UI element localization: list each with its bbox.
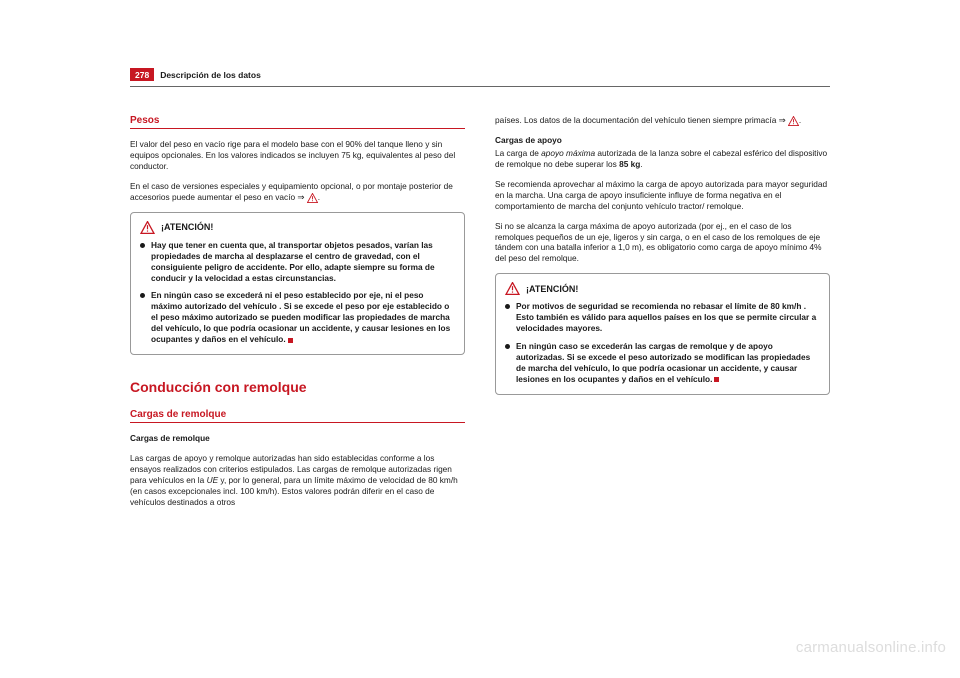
bullet-icon	[505, 344, 510, 349]
bullet-icon	[505, 304, 510, 309]
warning-header: ¡ATENCIÓN!	[140, 221, 455, 234]
body-text: países. Los datos de la documentación de…	[495, 115, 830, 126]
watermark: carmanualsonline.info	[796, 639, 946, 656]
heading-rule	[130, 128, 465, 129]
warning-text: Por motivos de seguridad se recomienda n…	[516, 301, 820, 334]
text-run: .	[640, 159, 642, 169]
text-run: En ningún caso se excederán las cargas d…	[516, 341, 810, 384]
warning-box: ¡ATENCIÓN! Por motivos de seguridad se r…	[495, 273, 830, 395]
body-text: En el caso de versiones especiales y equ…	[130, 181, 465, 203]
warning-bullet: Por motivos de seguridad se recomienda n…	[505, 301, 820, 334]
warning-triangle-icon	[307, 193, 318, 203]
heading-pesos: Pesos	[130, 115, 465, 126]
text-bold: 85 kg	[619, 159, 640, 169]
heading-conduccion: Conducción con remolque	[130, 379, 465, 395]
body-text: Se recomienda aprovechar al máximo la ca…	[495, 179, 830, 212]
warning-bullet: En ningún caso se excederá ni el peso es…	[140, 290, 455, 345]
heading-cargas-remolque: Cargas de remolque	[130, 409, 465, 420]
right-column: países. Los datos de la documentación de…	[495, 115, 830, 517]
bullet-icon	[140, 293, 145, 298]
content-columns: Pesos El valor del peso en vacío rige pa…	[130, 115, 830, 517]
body-text: Si no se alcanza la carga máxima de apoy…	[495, 221, 830, 265]
body-text: Las cargas de apoyo y remolque autorizad…	[130, 453, 465, 508]
header-rule	[130, 86, 830, 87]
warning-triangle-icon	[140, 221, 155, 234]
end-square-icon	[714, 377, 719, 382]
left-column: Pesos El valor del peso en vacío rige pa…	[130, 115, 465, 517]
warning-title: ¡ATENCIÓN!	[526, 284, 578, 294]
warning-title: ¡ATENCIÓN!	[161, 222, 213, 232]
bullet-icon	[140, 243, 145, 248]
warning-text: Hay que tener en cuenta que, al transpor…	[151, 240, 455, 284]
page-header: 278 Descripción de los datos	[130, 68, 830, 81]
subheading-bold: Cargas de apoyo	[495, 135, 830, 146]
warning-header: ¡ATENCIÓN!	[505, 282, 820, 295]
manual-page: 278 Descripción de los datos Pesos El va…	[130, 68, 830, 517]
warning-bullet: Hay que tener en cuenta que, al transpor…	[140, 240, 455, 284]
body-text: La carga de apoyo máxima autorizada de l…	[495, 148, 830, 170]
text-italic: apoyo máxima	[541, 148, 595, 158]
text-run: La carga de	[495, 148, 541, 158]
page-number-badge: 278	[130, 68, 154, 81]
text-run: En ningún caso se excederá ni el peso es…	[151, 290, 450, 344]
body-text: El valor del peso en vacío rige para el …	[130, 139, 465, 172]
warning-text: En ningún caso se excederá ni el peso es…	[151, 290, 455, 345]
heading-rule	[130, 422, 465, 423]
text-run: .	[318, 192, 320, 202]
warning-triangle-icon	[505, 282, 520, 295]
warning-box: ¡ATENCIÓN! Hay que tener en cuenta que, …	[130, 212, 465, 355]
warning-text: En ningún caso se excederán las cargas d…	[516, 341, 820, 385]
end-square-icon	[288, 338, 293, 343]
warning-triangle-icon	[788, 116, 799, 126]
section-title: Descripción de los datos	[160, 70, 261, 80]
warning-bullet: En ningún caso se excederán las cargas d…	[505, 341, 820, 385]
subheading-bold: Cargas de remolque	[130, 433, 465, 444]
text-run: .	[799, 115, 801, 125]
text-italic: UE	[207, 475, 219, 485]
text-run: En el caso de versiones especiales y equ…	[130, 181, 453, 202]
text-run: países. Los datos de la documentación de…	[495, 115, 788, 125]
